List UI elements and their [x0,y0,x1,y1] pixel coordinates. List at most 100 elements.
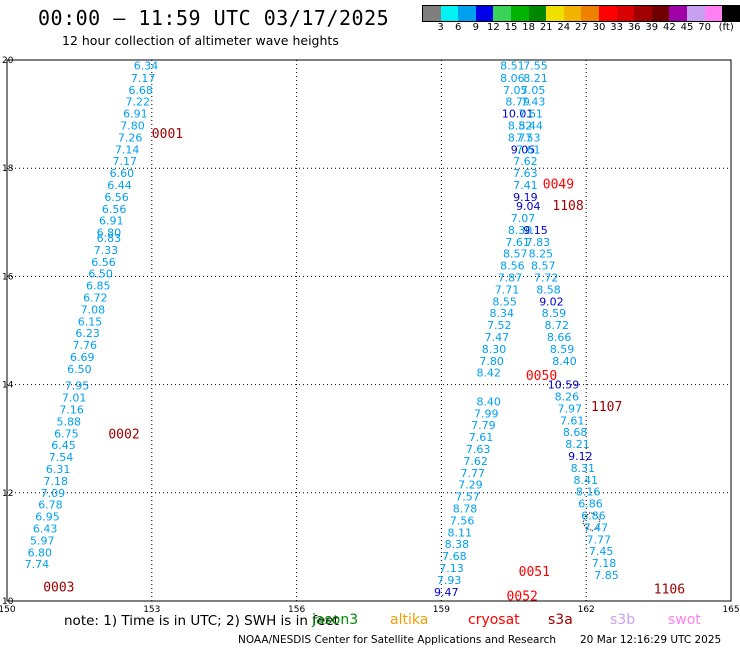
color-swatch [686,6,705,21]
x-tick-label: 150 [0,605,16,615]
wave-height-value: 8.31 [571,462,596,475]
wave-height-value: 8.68 [563,426,588,439]
wave-height-value: 7.17 [113,155,138,168]
wave-height-value: 7.47 [584,521,609,534]
wave-height-value: 6.91 [99,215,124,228]
wave-height-value: 7.22 [126,96,151,109]
wave-height-value: 8.66 [547,331,572,344]
wave-height-value: 7.79 [471,419,496,432]
x-tick-label: 165 [722,605,739,615]
wave-height-value: 8.40 [476,395,501,408]
wave-height-value: 8.30 [508,224,533,237]
legend-item-cryosat: cryosat [468,612,520,628]
wave-height-value: 10.59 [548,379,580,392]
wave-height-value: 8.58 [536,283,561,296]
color-scale-label: 45 [680,22,694,33]
wave-height-value: 8.21 [565,438,590,451]
wave-height-value: 6.72 [83,291,108,304]
wave-height-value: 6.56 [104,191,129,204]
wave-height-value: 7.97 [558,402,583,415]
wave-height-value: 7.61 [505,236,530,249]
wave-height-value: 8.59 [542,307,567,320]
legend-item-s3b: s3b [610,612,636,628]
note-text: note: 1) Time is in UTC; 2) SWH is in fe… [64,613,339,629]
pass-time-label: 1106 [654,583,685,598]
color-scale-label: 70 [698,22,711,33]
color-scale-label: 42 [663,22,676,33]
color-swatch [528,6,547,21]
wave-height-value: 9.12 [568,450,593,463]
color-swatch [475,6,494,21]
color-scale-label: 39 [645,22,659,33]
x-tick-label: 153 [143,605,160,615]
wave-height-value: 7.26 [118,131,143,144]
wave-height-value: 6.23 [75,327,100,340]
wave-height-value: 7.29 [458,479,483,492]
wave-height-value: 8.21 [523,72,548,85]
color-swatch [546,6,564,21]
wave-height-value: 7.80 [479,355,504,368]
pass-time-label: 0003 [43,580,74,595]
legend-item-s3a: s3a [548,612,573,628]
wave-height-value: 7.52 [487,319,512,332]
x-tick-label: 162 [578,605,595,615]
x-tick-label: 156 [288,605,305,615]
pass-time-label: 0001 [152,127,183,142]
wave-height-value: 6.15 [78,315,103,328]
wave-height-value: 8.34 [489,307,514,320]
pass-time-label: 0049 [543,177,574,192]
wave-height-value: 6.50 [88,268,113,281]
wave-height-value: 6.85 [86,280,111,293]
wave-height-value: 7.63 [466,443,491,456]
y-tick-label: 14 [2,381,14,391]
wave-height-value: 7.54 [49,451,74,464]
wave-height-value: 8.57 [503,248,528,261]
wave-height-value: 5.88 [57,415,82,428]
color-scale-label: 30 [592,22,606,33]
wave-height-value: 6.56 [102,203,127,216]
wave-height-value: 8.57 [531,260,556,273]
footer-credit: NOAA/NESDIS Center for Satellite Applica… [238,634,556,646]
wave-height-value: 7.63 [513,167,538,180]
wave-height-value: 7.61 [516,143,541,156]
color-swatch [704,6,723,21]
wave-height-value: 7.17 [131,72,156,85]
wave-height-value: 7.61 [469,431,494,444]
wave-height-value: 7.62 [513,155,538,168]
wave-height-value: 7.01 [62,392,87,405]
wave-height-value: 8.42 [476,367,501,380]
legend-item-altika: altika [390,612,429,628]
color-scale-label: 21 [539,22,553,33]
wave-height-value: 8.11 [447,526,472,539]
color-swatch [458,6,476,21]
wave-height-value: 8.40 [552,355,577,368]
wave-height-value: 7.68 [442,550,467,563]
color-swatch [634,6,652,21]
wave-height-value: 7.62 [463,455,488,468]
wave-height-value: 7.61 [518,108,543,121]
wave-height-value: 6.34 [134,59,159,72]
color-scale-label: 36 [627,22,641,33]
wave-height-value: 8.55 [492,295,517,308]
wave-height-value: 7.07 [511,212,536,225]
wave-height-value: 7.05 [521,84,546,97]
wave-height-value: 7.18 [43,475,68,488]
wave-height-value: 6.75 [54,427,79,440]
wave-height-value: 8.26 [555,391,580,404]
wave-height-value: 7.53 [516,131,541,144]
color-swatch [598,6,617,21]
footer-timestamp: 20 Mar 12:16:29 UTC 2025 [580,634,722,646]
wave-height-value: 7.05 [503,84,528,97]
wave-height-value: 7.72 [534,271,559,284]
wave-height-value: 5.97 [30,534,55,547]
wave-height-value: 8.25 [529,248,554,261]
legend-item-jason3: jason3 [312,612,359,628]
color-scale-label: 12 [487,22,500,33]
map-title: 00:00 — 11:59 UTC 03/17/2025 [38,6,390,30]
map-subtitle: 12 hour collection of altimeter wave hei… [62,33,339,48]
wave-height-value: 6.60 [110,167,135,180]
color-scale-label: 18 [522,22,535,33]
wave-height-value: 6.56 [91,256,116,269]
wave-height-value: 7.95 [65,380,90,393]
wave-height-value: 6.31 [46,463,71,476]
